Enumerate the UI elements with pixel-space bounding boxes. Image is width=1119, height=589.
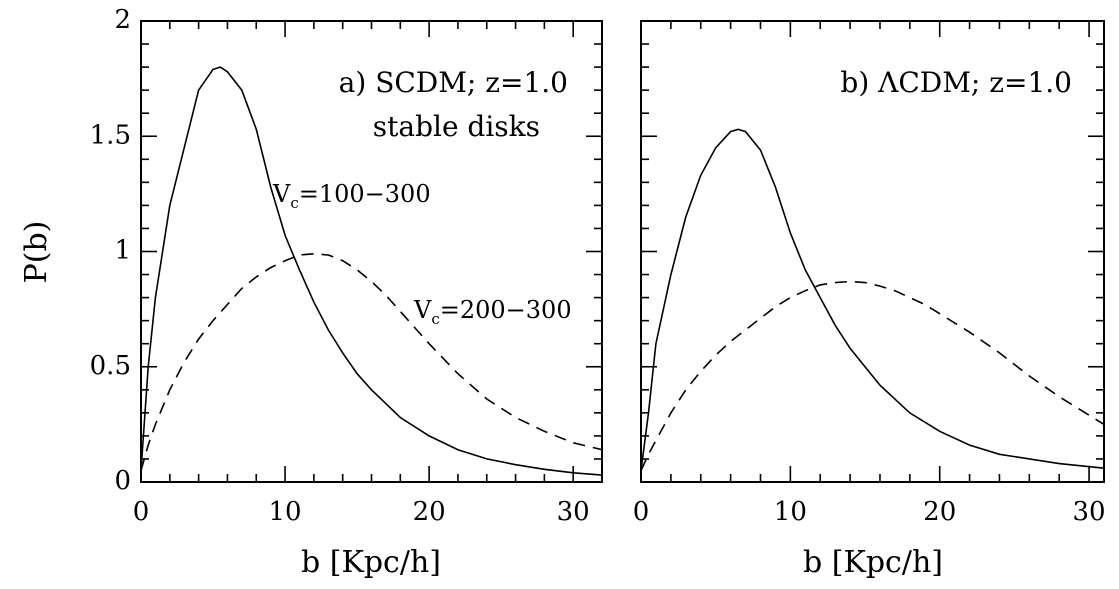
- panel-a-y-tick-label: 0.5: [90, 351, 131, 381]
- panel-a-tick-labels: 0 10 20 30 0 0.5 1 1.5 2: [90, 5, 590, 527]
- panel-b-dashed-curve: [640, 280, 1105, 471]
- panel-b-x-tick-label: 20: [923, 497, 956, 527]
- panel-a-solid-series-label: Vc=100−300: [272, 180, 431, 212]
- panel-a-dashed-series-label: Vc=200−300: [413, 296, 572, 328]
- panel-a-x-tick-label: 0: [133, 497, 150, 527]
- panel-a-y-tick-label: 2: [114, 5, 131, 35]
- dashed-label-sub: c: [431, 310, 439, 328]
- panel-a-y-tick-label: 1.5: [90, 120, 131, 150]
- panel-a-y-tick-label: 0: [114, 466, 131, 496]
- solid-label-sub: c: [290, 194, 298, 212]
- panel-a-ticks: [140, 20, 603, 483]
- panel-a: 0 10 20 30 0 0.5 1 1.5 2 b [Kpc/h] a) SCDM; z=1.…: [90, 5, 603, 580]
- panel-a-dashed-curve: [140, 252, 603, 471]
- panel-b-ticks: [640, 20, 1104, 483]
- panel-a-solid-curve: [140, 66, 603, 476]
- panel-a-title-line2: stable disks: [373, 110, 540, 143]
- panel-b-title: b) ΛCDM; z=1.0: [840, 66, 1072, 99]
- panel-a-x-tick-label: 10: [269, 497, 302, 527]
- dashed-label-v: V: [413, 296, 432, 324]
- panel-b-solid-curve: [640, 128, 1105, 471]
- y-axis-label: P(b): [19, 221, 54, 284]
- panel-a-y-tick-label: 1: [114, 236, 131, 266]
- panel-b: 0 10 20 30 b [Kpc/h] b) ΛCDM; z=1.0: [633, 20, 1106, 580]
- solid-label-range: =100−300: [299, 180, 431, 208]
- solid-label-v: V: [272, 180, 291, 208]
- panel-a-x-tick-label: 20: [413, 497, 446, 527]
- panel-a-x-axis-label: b [Kpc/h]: [301, 545, 441, 580]
- panel-b-x-axis-label: b [Kpc/h]: [803, 545, 943, 580]
- panel-b-tick-labels: 0 10 20 30: [633, 497, 1106, 527]
- panel-b-curves: [640, 128, 1105, 471]
- panel-b-x-tick-label: 30: [1073, 497, 1106, 527]
- dashed-label-range: =200−300: [440, 296, 572, 324]
- panel-b-x-tick-label: 10: [774, 497, 807, 527]
- panel-b-x-tick-label: 0: [633, 497, 650, 527]
- panel-a-title-line1: a) SCDM; z=1.0: [339, 66, 568, 99]
- panel-a-x-tick-label: 30: [557, 497, 590, 527]
- panel-a-curves: [140, 66, 603, 476]
